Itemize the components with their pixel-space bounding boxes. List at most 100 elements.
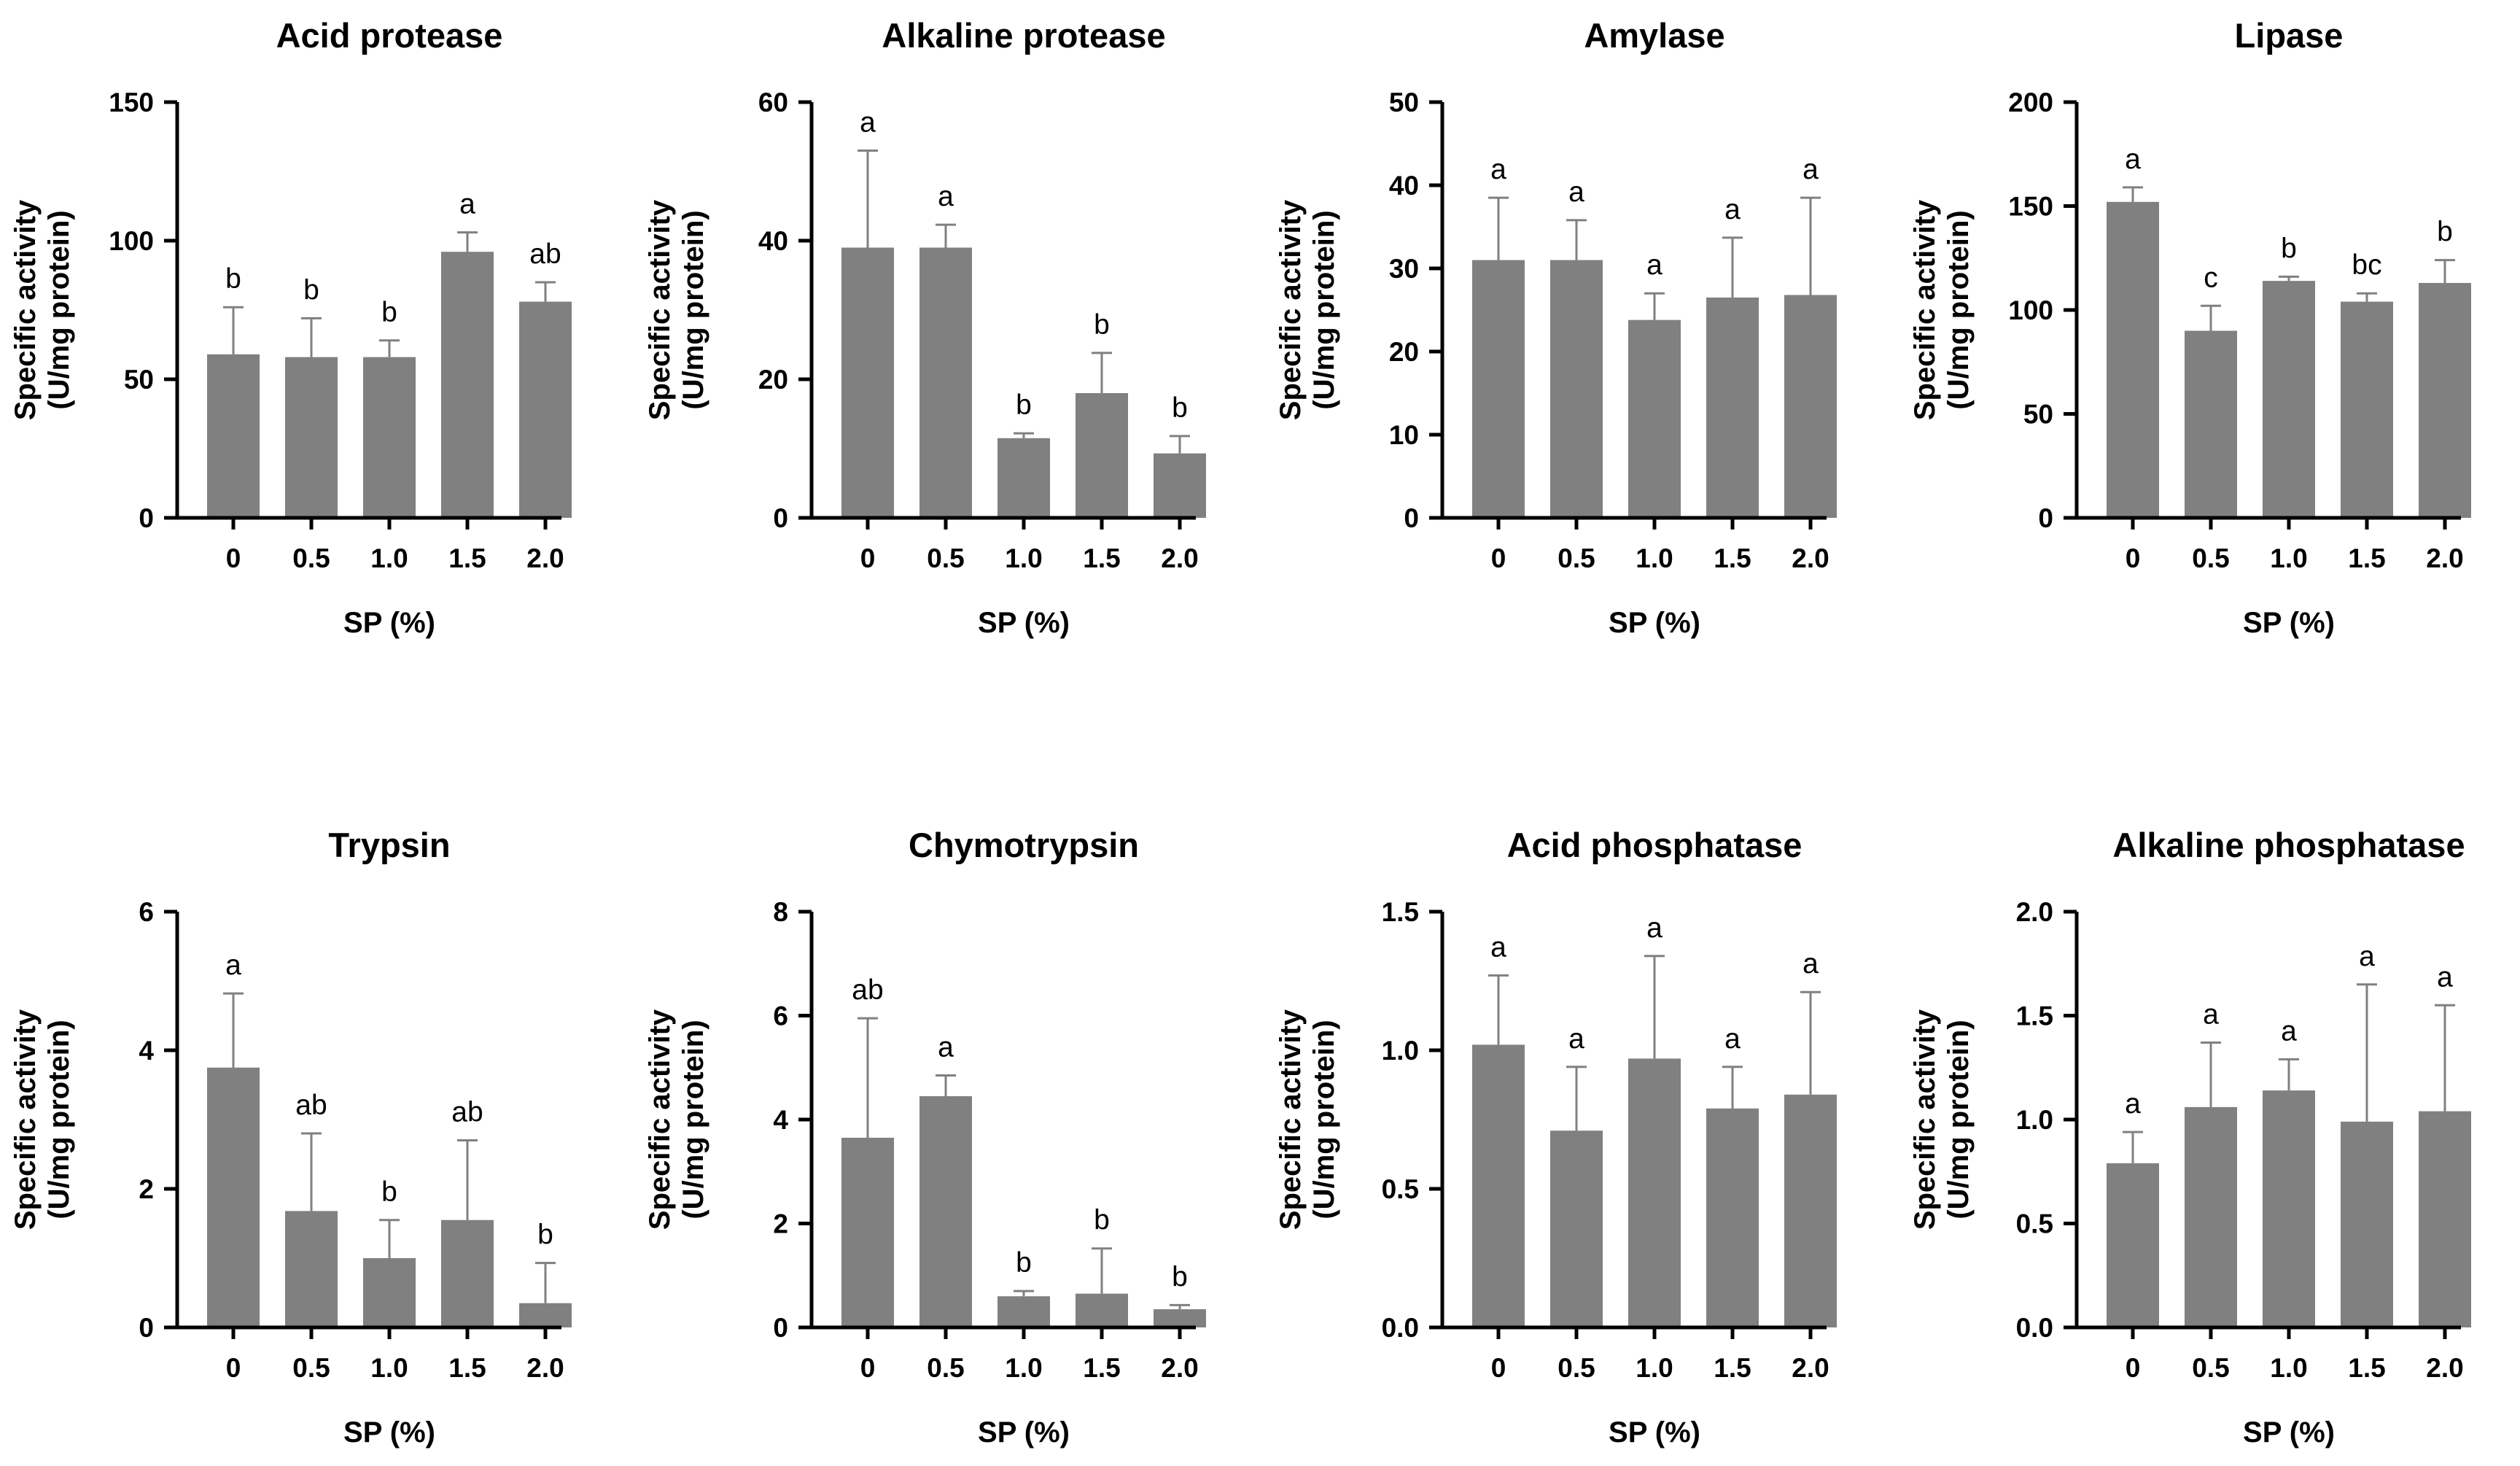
x-tick-label: 1.0 bbox=[1005, 543, 1042, 573]
bar bbox=[2419, 1111, 2471, 1327]
y-tick-label: 40 bbox=[1389, 171, 1419, 201]
bar bbox=[919, 1095, 972, 1327]
significance-label: b bbox=[225, 263, 241, 295]
chart-panel: Lipase Specific activity(U/mg protein) a 0 c… bbox=[1909, 16, 2471, 639]
y-tick-label: 20 bbox=[758, 365, 788, 395]
x-tick-label: 2.0 bbox=[526, 1353, 564, 1383]
bar bbox=[1784, 295, 1837, 518]
bar bbox=[441, 252, 494, 518]
x-tick-label: 0 bbox=[226, 543, 241, 573]
y-tick-label: 100 bbox=[109, 226, 154, 256]
bar bbox=[1628, 319, 1681, 518]
chart-panel: Trypsin Specific activity(U/mg protein) a 0… bbox=[9, 826, 572, 1448]
bar bbox=[1076, 393, 1128, 518]
chart-title: Lipase bbox=[2235, 16, 2344, 55]
significance-label: a bbox=[2125, 144, 2141, 175]
bar bbox=[285, 1211, 338, 1327]
y-axis-label-line: (U/mg protein) bbox=[1942, 1020, 1975, 1219]
y-tick-label: 2 bbox=[139, 1174, 154, 1204]
x-tick-label: 0 bbox=[860, 1353, 876, 1383]
significance-label: bc bbox=[2352, 249, 2381, 281]
y-tick-label: 150 bbox=[2008, 192, 2053, 222]
bar bbox=[1076, 1293, 1128, 1327]
y-axis-label-line: (U/mg protein) bbox=[1308, 210, 1340, 409]
x-tick-label: 2.0 bbox=[526, 543, 564, 573]
y-axis-label-line: (U/mg protein) bbox=[43, 1020, 75, 1219]
x-tick-label: 0.5 bbox=[927, 1353, 964, 1383]
chart-title: Trypsin bbox=[328, 826, 450, 864]
significance-label: b bbox=[381, 297, 397, 328]
significance-label: b bbox=[1016, 1247, 1032, 1279]
y-tick-label: 100 bbox=[2008, 295, 2053, 325]
x-axis-label: SP (%) bbox=[1609, 1416, 1700, 1448]
bar bbox=[998, 438, 1050, 518]
significance-label: a bbox=[860, 107, 876, 139]
x-tick-label: 0 bbox=[1491, 1353, 1506, 1383]
significance-label: b bbox=[2437, 217, 2453, 248]
x-tick-label: 1.5 bbox=[2348, 543, 2385, 573]
y-tick-label: 1.5 bbox=[1382, 897, 1419, 927]
y-axis-label: Specific activity(U/mg protein) bbox=[644, 1009, 709, 1230]
bar bbox=[998, 1296, 1050, 1327]
bar bbox=[519, 1303, 572, 1327]
y-tick-label: 1.5 bbox=[2016, 1001, 2053, 1031]
significance-label: b bbox=[1172, 1261, 1188, 1292]
bar bbox=[2107, 1163, 2159, 1327]
x-tick-label: 0 bbox=[226, 1353, 241, 1383]
x-tick-label: 2.0 bbox=[1792, 543, 1829, 573]
significance-label: a bbox=[1490, 931, 1506, 963]
chart-title: Acid protease bbox=[276, 16, 503, 55]
x-tick-label: 0.5 bbox=[927, 543, 964, 573]
y-tick-label: 4 bbox=[139, 1036, 154, 1066]
x-axis-label: SP (%) bbox=[343, 607, 435, 639]
y-tick-label: 0 bbox=[1404, 503, 1419, 533]
bar bbox=[1472, 1044, 1525, 1327]
x-axis-label: SP (%) bbox=[978, 607, 1070, 639]
bar bbox=[2107, 201, 2159, 518]
y-tick-label: 4 bbox=[773, 1105, 788, 1135]
bar bbox=[1706, 1108, 1759, 1327]
y-tick-label: 6 bbox=[139, 897, 154, 927]
x-tick-label: 0 bbox=[1491, 543, 1506, 573]
bar bbox=[1706, 297, 1759, 518]
bar bbox=[919, 247, 972, 518]
chart-panel: Chymotrypsin Specific activity(U/mg prote… bbox=[644, 826, 1206, 1448]
y-axis-label-line: Specific activity bbox=[1275, 1009, 1307, 1230]
y-tick-label: 2.0 bbox=[2016, 897, 2053, 927]
significance-label: b bbox=[1094, 1205, 1110, 1236]
y-axis-label: Specific activity(U/mg protein) bbox=[1909, 199, 1975, 420]
bar bbox=[841, 247, 894, 518]
bar bbox=[841, 1137, 894, 1327]
y-tick-label: 6 bbox=[773, 1001, 788, 1031]
y-tick-label: 0 bbox=[139, 503, 154, 533]
x-tick-label: 0.5 bbox=[1558, 543, 1595, 573]
x-tick-label: 0.5 bbox=[292, 1353, 330, 1383]
x-tick-label: 1.5 bbox=[1714, 1353, 1751, 1383]
x-tick-label: 1.0 bbox=[1005, 1353, 1042, 1383]
y-tick-label: 0 bbox=[773, 503, 788, 533]
significance-label: a bbox=[2359, 941, 2375, 972]
x-tick-label: 2.0 bbox=[2426, 1353, 2463, 1383]
bar bbox=[441, 1219, 494, 1327]
chart-panel: Alkaline phosphatase Specific activity(U/… bbox=[1909, 826, 2471, 1448]
x-axis-label: SP (%) bbox=[2243, 607, 2335, 639]
significance-label: ab bbox=[451, 1097, 483, 1128]
chart-title: Acid phosphatase bbox=[1507, 826, 1802, 864]
x-tick-label: 1.5 bbox=[1083, 1353, 1120, 1383]
bar bbox=[2341, 301, 2393, 518]
y-tick-label: 1.0 bbox=[1382, 1036, 1419, 1066]
x-axis-label: SP (%) bbox=[2243, 1416, 2335, 1448]
significance-label: b bbox=[537, 1219, 553, 1251]
y-axis-label-line: Specific activity bbox=[1909, 1009, 1941, 1230]
y-tick-label: 0 bbox=[2038, 503, 2053, 533]
significance-label: a bbox=[1568, 177, 1584, 208]
x-tick-label: 0 bbox=[2126, 543, 2141, 573]
significance-label: c bbox=[2204, 262, 2218, 293]
y-axis-label: Specific activity(U/mg protein) bbox=[9, 1009, 75, 1230]
chart-title: Amylase bbox=[1584, 16, 1724, 55]
significance-label: b bbox=[1172, 392, 1188, 424]
y-tick-label: 10 bbox=[1389, 420, 1419, 450]
significance-label: a bbox=[459, 189, 475, 220]
y-tick-label: 0.0 bbox=[2016, 1313, 2053, 1343]
